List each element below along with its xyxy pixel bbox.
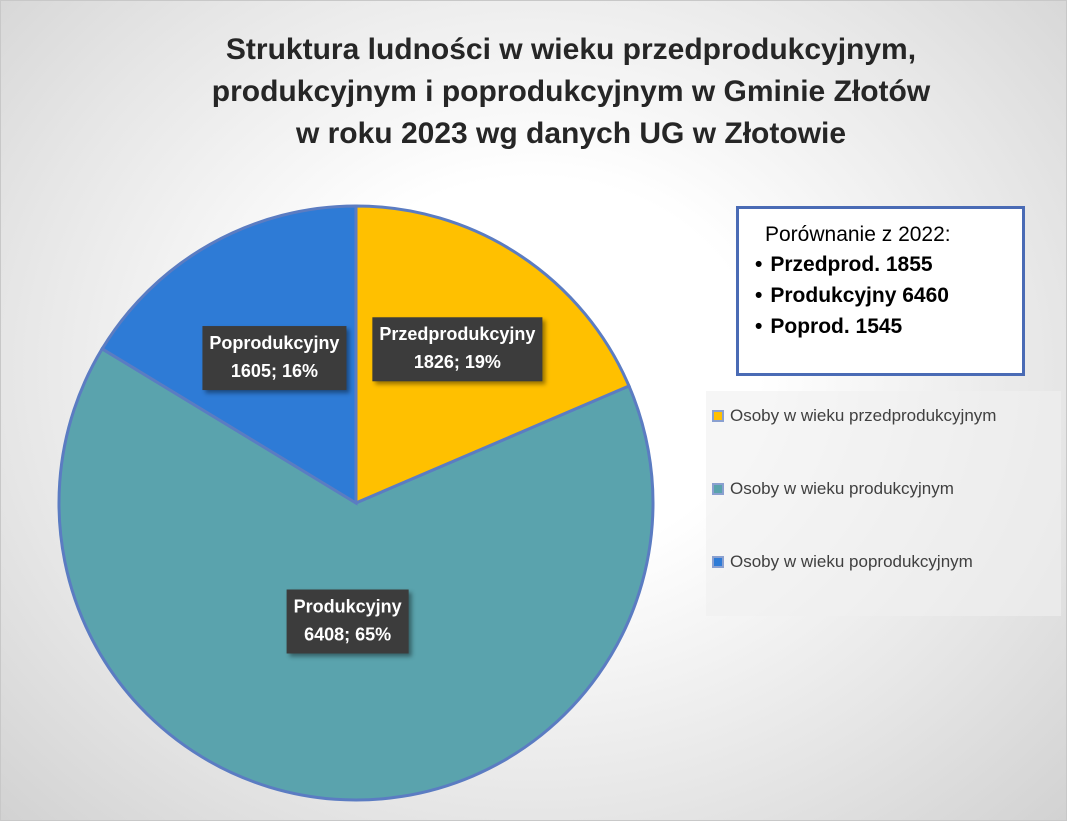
legend-swatch — [712, 556, 724, 568]
data-label-name: Produkcyjny — [294, 596, 402, 616]
legend-swatch — [712, 483, 724, 495]
annotation-item: Poprod. 1545 — [755, 315, 1022, 339]
data-label-box — [286, 589, 409, 654]
data-label-value: 6408; 65% — [304, 624, 391, 644]
title-line: Struktura ludności w wieku przedprodukcy… — [225, 33, 917, 66]
legend-item: Osoby w wieku poprodukcyjnym — [712, 549, 1066, 575]
legend: Osoby w wieku przedprodukcyjnym Osoby w w… — [706, 391, 1061, 616]
annotation-item: Przedprod. 1855 — [755, 253, 1022, 277]
title-line: w roku 2023 wg danych UG w Złotowie — [295, 117, 847, 150]
data-label-name: Przedprodukcyjny — [379, 324, 535, 344]
annotation-title: Porównanie z 2022: — [765, 223, 951, 246]
annotation-item: Produkcyjny 6460 — [755, 284, 1022, 308]
data-label-box — [202, 326, 347, 391]
data-label-box — [372, 317, 543, 382]
data-label-value: 1605; 16% — [231, 361, 318, 381]
data-label: Przedprodukcyjny 1826; 19% — [372, 317, 543, 382]
legend-item: Osoby w wieku produkcyjnym — [712, 476, 1066, 502]
data-label: Produkcyjny 6408; 65% — [286, 589, 409, 654]
chart-title: Struktura ludności w wieku przedprodukcy… — [101, 29, 1041, 155]
pie-slice — [57, 346, 655, 802]
data-label-value: 1826; 19% — [414, 352, 501, 372]
legend-label: Osoby w wieku poprodukcyjnym — [730, 552, 973, 571]
title-line: produkcyjnym i poprodukcyjnym w Gminie Z… — [211, 75, 931, 108]
legend-item: Osoby w wieku przedprodukcyjnym — [712, 403, 1066, 429]
legend-swatch — [712, 410, 724, 422]
data-label: Poprodukcyjny 1605; 16% — [202, 326, 347, 391]
legend-label: Osoby w wieku przedprodukcyjnym — [730, 406, 997, 425]
data-label-name: Poprodukcyjny — [209, 333, 339, 353]
annotation-box: Porównanie z 2022: Przedprod. 1855 Produk… — [736, 206, 1025, 376]
legend-label: Osoby w wieku produkcyjnym — [730, 479, 954, 498]
